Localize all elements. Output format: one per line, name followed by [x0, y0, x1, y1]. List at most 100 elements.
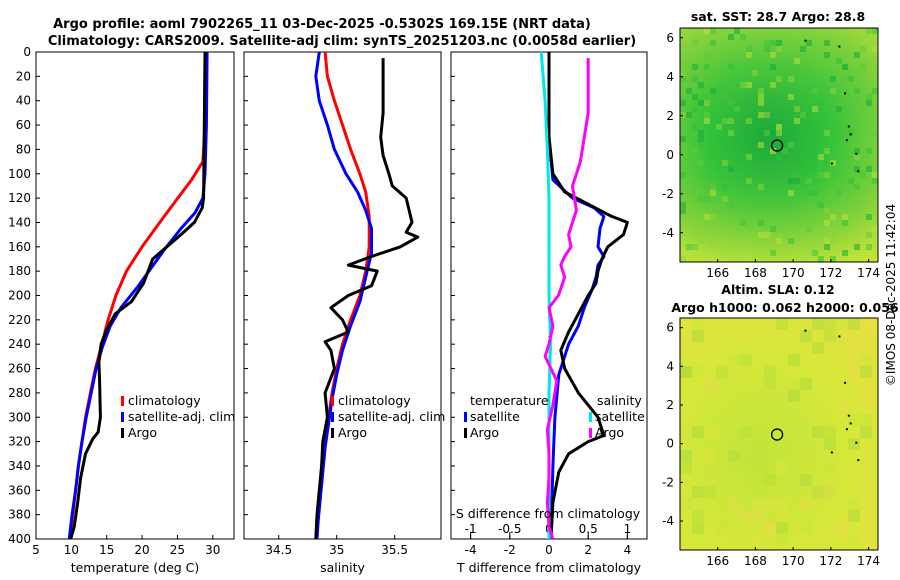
- sla-map-title-line-2: Argo h1000: 0.062 h2000: 0.056: [671, 300, 899, 315]
- sla-cell: [788, 378, 800, 390]
- x-axis-label: salinity: [320, 560, 365, 575]
- sla-cell: [680, 402, 692, 414]
- sst-cell: [818, 172, 824, 178]
- sla-cell: [680, 498, 692, 510]
- sst-cell: [830, 106, 836, 112]
- sst-cell: [824, 106, 830, 112]
- sst-cell: [764, 40, 770, 46]
- sla-cell: [824, 462, 836, 474]
- sst-cell: [872, 226, 878, 232]
- y-tick-label: 180: [8, 264, 31, 278]
- sst-cell: [758, 112, 764, 118]
- sst-cell: [740, 82, 746, 88]
- sla-cell: [860, 354, 872, 366]
- sst-cell: [728, 118, 734, 124]
- sst-cell: [698, 160, 704, 166]
- sst-cell: [722, 196, 728, 202]
- sst-cell: [764, 130, 770, 136]
- series-line-t-satellite: [547, 52, 606, 540]
- sla-cell: [812, 486, 824, 498]
- sst-cell: [722, 118, 728, 124]
- sst-cell: [746, 46, 752, 52]
- sst-cell: [854, 184, 860, 190]
- x-axis-label: T difference from climatology: [456, 560, 642, 575]
- sla-cell: [776, 522, 788, 534]
- sst-cell: [788, 100, 794, 106]
- sla-cell: [716, 342, 728, 354]
- sst-cell: [764, 46, 770, 52]
- sst-cell: [824, 130, 830, 136]
- map-x-tick-label: 170: [782, 554, 805, 568]
- x-tick-label: 35: [329, 543, 344, 557]
- legend-swatch-satellite: [121, 412, 124, 422]
- difference-panel: -4 -2 0 2 4 T difference from climatology -1 -0…: [450, 51, 648, 575]
- sla-cell: [728, 498, 740, 510]
- map-y-tick-label: 0: [666, 437, 674, 451]
- sst-cell: [752, 70, 758, 76]
- sst-cell: [866, 148, 872, 154]
- sst-cell: [836, 58, 842, 64]
- sla-cell: [704, 426, 716, 438]
- legend-swatch-climatology: [121, 396, 124, 406]
- sla-cell: [812, 342, 824, 354]
- y-tick-label: 80: [16, 142, 31, 156]
- island-marker: [844, 92, 847, 95]
- sst-cell: [854, 166, 860, 172]
- island-marker: [847, 125, 850, 128]
- argo-position-marker: [770, 428, 784, 441]
- sst-cell: [854, 106, 860, 112]
- sla-cell: [836, 522, 848, 534]
- sla-cell: [764, 498, 776, 510]
- sst-cell: [860, 172, 866, 178]
- map-x-tick-label: 168: [744, 266, 767, 280]
- sst-cell: [698, 172, 704, 178]
- sst-cell: [710, 238, 716, 244]
- s-axis-tick-label: 0.5: [579, 522, 598, 536]
- map-x-tick-label: 166: [706, 554, 729, 568]
- map-y-tick-label: 4: [666, 359, 674, 373]
- sla-cell: [764, 342, 776, 354]
- sla-map-axes: 166 168 170 172 174 -4 -2 0 2 4 6: [662, 317, 880, 568]
- x-axis-label: temperature (deg C): [71, 560, 200, 575]
- sst-cell: [788, 238, 794, 244]
- sla-cell: [764, 522, 776, 534]
- difference-legend: temperature salinity satellite Argo sate…: [464, 393, 645, 440]
- sst-cell: [686, 244, 692, 250]
- title-line-2: Climatology: CARS2009. Satellite-adj cli…: [48, 34, 636, 49]
- sst-cell: [770, 82, 776, 88]
- sst-cell: [680, 148, 686, 154]
- legend-swatch-argo: [331, 428, 334, 438]
- sla-map: [680, 318, 878, 550]
- sst-cell: [692, 148, 698, 154]
- sla-cell: [692, 366, 704, 378]
- sla-cell: [728, 450, 740, 462]
- sst-cell: [818, 160, 824, 166]
- y-tick-label: 300: [8, 410, 31, 424]
- sst-cell: [722, 184, 728, 190]
- x-tick-label: -2: [504, 543, 516, 557]
- sst-cell: [698, 82, 704, 88]
- sst-cell: [704, 28, 710, 34]
- sst-cell: [770, 52, 776, 58]
- sst-cell: [692, 28, 698, 34]
- sst-cell: [800, 154, 806, 160]
- sst-cell: [686, 112, 692, 118]
- sst-cell: [734, 106, 740, 112]
- sst-cell: [866, 244, 872, 250]
- sla-cell: [728, 474, 740, 486]
- sst-cell: [836, 106, 842, 112]
- sst-cell: [800, 46, 806, 52]
- sst-cell: [692, 232, 698, 238]
- y-tick-label: 200: [8, 289, 31, 303]
- sla-cell: [728, 354, 740, 366]
- sst-cell: [830, 76, 836, 82]
- sst-cell: [830, 238, 836, 244]
- island-marker: [830, 451, 833, 454]
- sst-cell: [866, 166, 872, 172]
- y-tick-label: 140: [8, 215, 31, 229]
- sst-cell: [680, 70, 686, 76]
- map-y-tick-label: -2: [662, 187, 674, 201]
- sst-cell: [758, 94, 764, 100]
- sst-cell: [866, 28, 872, 34]
- sla-cell: [860, 426, 872, 438]
